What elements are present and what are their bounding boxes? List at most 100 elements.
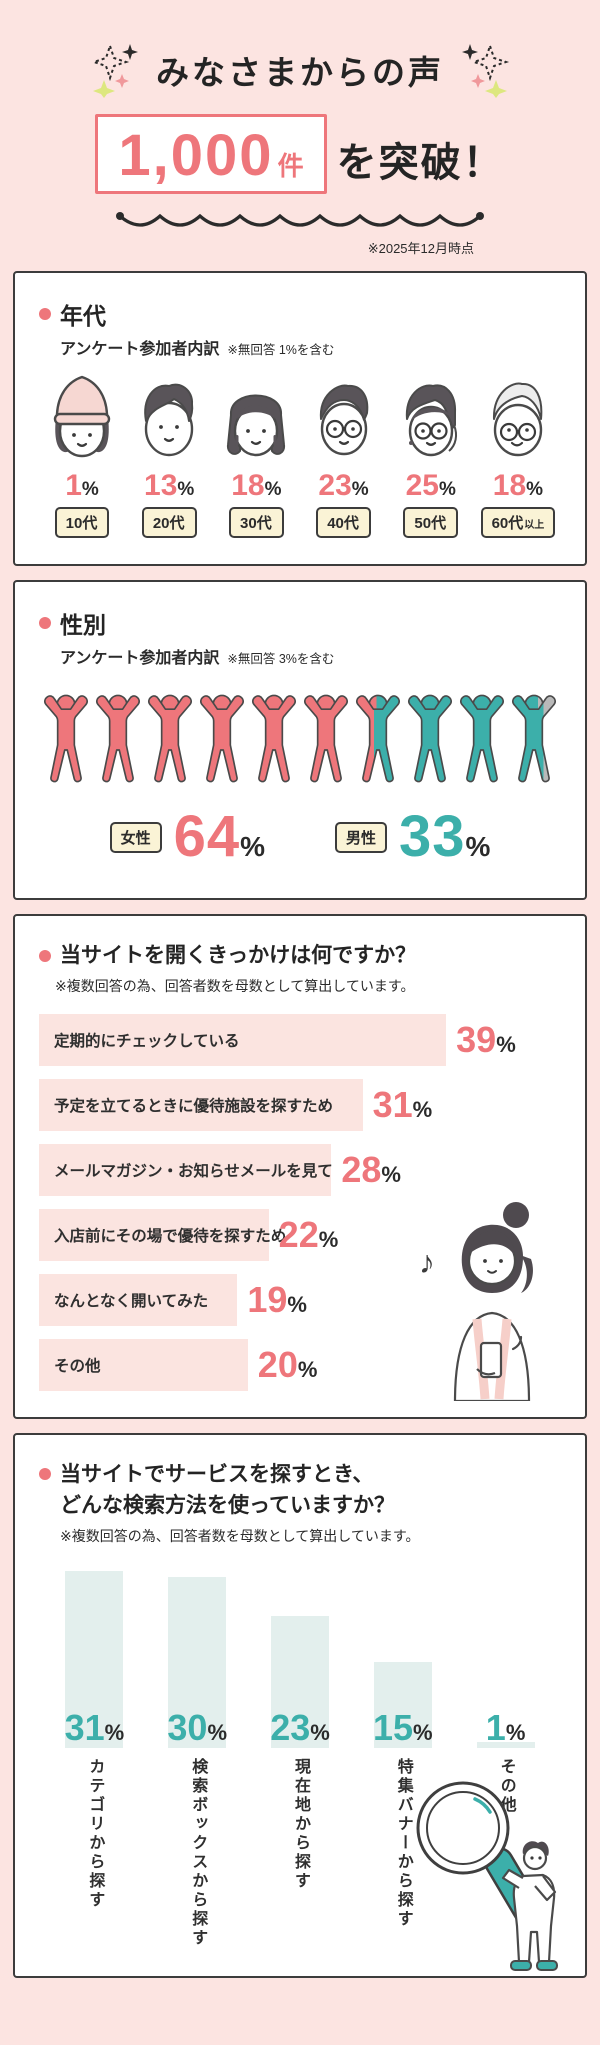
- bar-label: 定期的にチェックしている: [54, 1032, 240, 1050]
- age-label: 40代: [327, 515, 359, 532]
- male-value: 33: [399, 804, 466, 869]
- female-label-tag: 女性: [109, 821, 162, 853]
- senior-man-face-icon: [492, 382, 543, 457]
- bar-label: 検索ボックスから探す: [189, 1757, 207, 1948]
- age-label-tag: 30代: [229, 507, 284, 538]
- percent-sign: %: [505, 1719, 526, 1745]
- age-item-40s: 23% 40代: [301, 373, 387, 538]
- percent-sign: %: [526, 479, 544, 500]
- man-with-magnifier-illustration: [416, 1781, 558, 1971]
- percent-sign: %: [310, 1719, 330, 1745]
- trigger-note: ※複数回答の為、回答者数を母数として算出しています。: [55, 977, 415, 994]
- female-result: 女性 64%: [109, 808, 265, 866]
- count-number: 1,000: [118, 123, 274, 188]
- age-section-title: 年代: [60, 303, 106, 329]
- female-label: 女性: [120, 829, 151, 847]
- section-bullet: [39, 949, 51, 962]
- age-subtitle: アンケート参加者内訳: [60, 341, 220, 358]
- percent-sign: %: [177, 479, 195, 500]
- trigger-section-card: 当サイトを開くきっかけは何ですか？ ※複数回答の為、回答者数を母数として算出して…: [13, 914, 587, 1419]
- bar-label: 特集バナーから探す: [394, 1757, 412, 1929]
- bar: なんとなく開いてみた: [39, 1273, 238, 1326]
- bar: [373, 1662, 432, 1748]
- header: みなさまからの声 1,000 件 を突破！ ※2025年12月時点: [0, 0, 600, 257]
- woman-long-hair-face-icon: [227, 394, 286, 457]
- bar-label: その他: [54, 1357, 101, 1375]
- teen-girl-face-icon: [53, 375, 111, 458]
- milestone-banner: 1,000 件 を突破！: [0, 114, 600, 194]
- person-pictogram-female: [249, 690, 299, 790]
- percent-sign: %: [264, 479, 282, 500]
- age-item-50s: 25% 50代: [388, 373, 474, 538]
- age-label-small: 以上: [524, 520, 545, 531]
- trigger-question-title: 当サイトを開くきっかけは何ですか？: [60, 944, 417, 967]
- percent-sign: %: [438, 479, 456, 500]
- age-value: 13: [144, 469, 178, 502]
- page-title: みなさまからの声: [156, 54, 444, 91]
- percent-sign: %: [413, 1719, 433, 1745]
- percent-sign: %: [81, 479, 99, 500]
- percent-sign: %: [207, 1719, 227, 1745]
- bar-value: 31: [64, 1706, 105, 1748]
- age-label-tag: 20代: [141, 507, 197, 538]
- age-item-20s: 13% 20代: [126, 373, 212, 538]
- count-suffix: を突破！: [336, 141, 505, 185]
- chart-column: 15% 特集バナーから探す: [351, 1568, 454, 1976]
- male-label-tag: 男性: [335, 821, 388, 853]
- trigger-bar-chart: 定期的にチェックしている 39% 予定を立てるときに優待施設を探すため 31% …: [39, 1013, 561, 1391]
- bar-label: カテゴリから探す: [86, 1757, 104, 1910]
- sparkles-right-icon: [462, 42, 510, 98]
- bar: 定期的にチェックしている: [39, 1013, 447, 1066]
- woman-glasses-face-icon: [405, 384, 457, 457]
- percent-sign: %: [496, 1031, 516, 1057]
- bar-value: 20: [257, 1343, 298, 1385]
- male-result: 男性 33%: [335, 808, 490, 866]
- bar: メールマガジン・お知らせメールを見て: [39, 1143, 333, 1196]
- percent-sign: %: [381, 1161, 401, 1187]
- person-pictogram-female: [41, 690, 91, 790]
- gender-note: ※無回答 3%を含む: [227, 652, 335, 666]
- percent-sign: %: [287, 1291, 307, 1317]
- person-pictogram-split: [353, 690, 403, 790]
- search-section-card: 当サイトでサービスを探すとき、 どんな検索方法を使っていますか？ ※複数回答の為…: [13, 1432, 587, 1978]
- age-label-tag: 10代: [54, 507, 110, 538]
- age-item-30s: 18% 30代: [213, 373, 299, 538]
- search-bar-chart: 31% カテゴリから探す 30% 検索ボックスから探す 23% 現在地から探す …: [39, 1568, 561, 1976]
- bar: 予定を立てるときに優待施設を探すため: [39, 1078, 363, 1131]
- age-item-60s: 18% 60代 以上: [475, 373, 561, 538]
- age-label-tag: 40代: [316, 507, 371, 538]
- bar-row: メールマガジン・お知らせメールを見て 28%: [39, 1143, 561, 1196]
- percent-sign: %: [412, 1096, 433, 1122]
- percent-sign: %: [318, 1226, 339, 1252]
- bar-label: 予定を立てるときに優待施設を探すため: [54, 1097, 334, 1115]
- bar-value: 30: [167, 1706, 208, 1748]
- age-value: 1: [65, 469, 82, 502]
- bar-row: なんとなく開いてみた 19%: [39, 1273, 561, 1326]
- bar-value: 31: [372, 1083, 413, 1125]
- person-pictogram-male-noanswer: [509, 690, 559, 790]
- bar-row: 予定を立てるときに優待施設を探すため 31%: [39, 1078, 561, 1131]
- bar-value: 23: [270, 1706, 311, 1748]
- percent-sign: %: [104, 1719, 125, 1745]
- bar-value: 39: [456, 1018, 497, 1060]
- age-item-10s: 1% 10代: [39, 373, 125, 538]
- person-pictogram-female: [93, 690, 143, 790]
- young-man-face-icon: [144, 383, 194, 457]
- bar-value: 22: [278, 1213, 319, 1255]
- age-chart: 1% 10代 13% 20代: [39, 373, 561, 538]
- bar-row: その他 20%: [39, 1338, 561, 1391]
- gender-pictogram-chart: [39, 690, 561, 790]
- chart-column: 23% 現在地から探す: [249, 1568, 352, 1976]
- bar-row: 入店前にその場で優待を探すため 22%: [39, 1208, 561, 1261]
- gender-subtitle: アンケート参加者内訳: [60, 650, 220, 667]
- age-section-card: 年代 アンケート参加者内訳 ※無回答 1%を含む 1% 10代: [13, 271, 587, 566]
- bar-label: 入店前にその場で優待を探すため: [54, 1227, 287, 1245]
- section-bullet: [39, 1468, 51, 1481]
- section-bullet: [39, 308, 51, 320]
- search-question-line2: どんな検索方法を使っていますか？: [60, 1494, 395, 1517]
- age-note: ※無回答 1%を含む: [227, 343, 335, 357]
- wave-divider: [116, 212, 484, 227]
- male-label: 男性: [346, 829, 377, 847]
- bar-value: 28: [341, 1148, 382, 1190]
- person-pictogram-female: [197, 690, 247, 790]
